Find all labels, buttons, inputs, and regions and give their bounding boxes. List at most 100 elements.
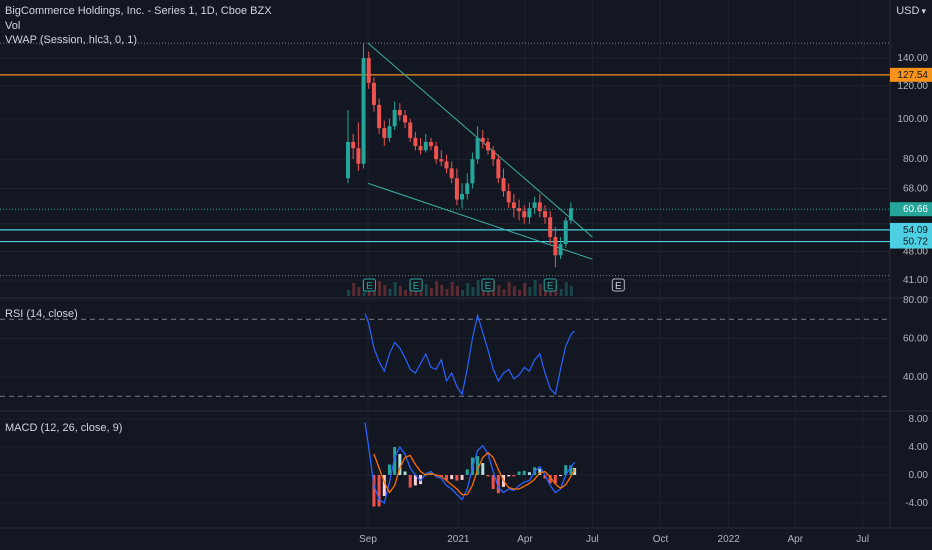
macd-histogram-bar — [507, 475, 511, 477]
price-tick-label: 41.00 — [903, 275, 928, 286]
volume-bar — [388, 289, 392, 296]
rsi-line — [364, 313, 576, 396]
earnings-marker — [481, 278, 495, 292]
volume-bar — [347, 290, 351, 296]
symbol-title[interactable]: BigCommerce Holdings, Inc. - Series 1, 1… — [5, 5, 272, 17]
macd-histogram-bar — [398, 454, 402, 475]
candle-body — [460, 193, 465, 200]
x-tick-label: 2022 — [718, 534, 741, 545]
candle-body — [553, 237, 558, 256]
volume-bar — [569, 286, 573, 296]
earnings-marker-label: E — [413, 281, 420, 292]
candle-body — [532, 202, 537, 209]
earnings-marker — [409, 278, 423, 292]
candle-body — [428, 141, 433, 147]
macd-histogram-bar — [382, 475, 386, 496]
macd-tick-label: 0.00 — [909, 470, 929, 481]
x-tick-label: Apr — [788, 534, 804, 545]
currency-selector[interactable]: USD ▾ — [896, 5, 926, 17]
volume-bar — [450, 282, 454, 296]
macd-histogram-bar — [460, 475, 464, 480]
price-tick-label: 80.00 — [903, 154, 928, 165]
earnings-marker — [611, 278, 625, 292]
volume-bar — [435, 281, 439, 296]
earnings-marker-label: E — [547, 281, 554, 292]
price-tick-label: 68.00 — [903, 184, 928, 195]
candle-body — [522, 211, 527, 218]
price-label-box — [890, 67, 932, 82]
candle-body — [392, 110, 397, 127]
candle-body — [465, 183, 470, 194]
rsi-legend[interactable]: RSI (14, close) — [5, 308, 78, 320]
volume-bar — [538, 284, 542, 296]
volume-bar — [518, 290, 522, 296]
vwap-legend[interactable]: VWAP (Session, hlc3, 0, 1) — [5, 34, 138, 46]
macd-tick-label: -4.00 — [905, 498, 928, 509]
candle-body — [511, 202, 516, 209]
candle-body — [371, 82, 376, 105]
trendline — [367, 42, 593, 238]
macd-histogram-bar — [496, 475, 500, 494]
rsi-tick-label: 40.00 — [903, 372, 928, 383]
macd-histogram-bar — [465, 469, 469, 475]
macd-tick-label: 8.00 — [909, 414, 929, 425]
candle-body — [542, 211, 547, 218]
macd-histogram-bar — [491, 475, 495, 489]
volume-legend[interactable]: Vol — [5, 20, 21, 32]
candle-body — [449, 168, 454, 179]
macd-histogram-bar — [486, 475, 490, 477]
macd-histogram-bar — [481, 463, 485, 475]
volume-bar — [429, 288, 433, 296]
macd-legend[interactable]: MACD (12, 26, close, 9) — [5, 422, 123, 434]
x-tick-label: Oct — [653, 534, 669, 545]
candle-body — [356, 148, 361, 164]
volume-bar — [533, 280, 537, 296]
candle-body — [496, 159, 501, 179]
chevron-down-icon: ▾ — [921, 5, 926, 16]
price-tick-label: 140.00 — [897, 53, 928, 64]
macd-histogram-bar — [393, 447, 397, 475]
macd-histogram-bar — [403, 471, 407, 475]
price-tick-label: 48.00 — [903, 247, 928, 258]
volume-bar — [502, 289, 506, 296]
macd-histogram-bar — [450, 475, 454, 480]
earnings-marker — [543, 278, 557, 292]
candle-body — [423, 141, 428, 151]
x-tick-label: Jul — [856, 534, 869, 545]
candle-body — [413, 137, 418, 147]
x-tick-label: Sep — [359, 534, 377, 545]
volume-bar — [383, 285, 387, 296]
candle-body — [434, 146, 439, 160]
volume-bar — [424, 284, 428, 296]
x-tick-label: Apr — [517, 534, 533, 545]
price-tick-label: 120.00 — [897, 81, 928, 92]
macd-tick-label: 4.00 — [909, 442, 929, 453]
candle-body — [361, 58, 366, 164]
candle-body — [470, 159, 475, 184]
macd-histogram-bar — [548, 475, 552, 484]
price-tick-label: 100.00 — [897, 114, 928, 125]
candle-body — [506, 191, 511, 203]
volume-bar — [404, 290, 408, 296]
macd-histogram-bar — [573, 468, 577, 475]
volume-bar — [528, 287, 532, 296]
candle-body — [568, 208, 573, 221]
candle-body — [366, 58, 371, 83]
currency-label: USD — [896, 5, 920, 17]
last-price-box — [890, 202, 932, 217]
volume-bar — [523, 283, 527, 296]
macd-histogram-bar — [517, 471, 521, 475]
price-label: 50.72 — [903, 237, 928, 248]
volume-bar — [393, 282, 397, 296]
macd-histogram-bar — [522, 470, 526, 475]
candle-body — [439, 159, 444, 162]
candle-body — [351, 141, 356, 149]
candle-body — [537, 202, 542, 212]
x-tick-label: Jul — [586, 534, 599, 545]
macd-signal-line — [373, 451, 576, 496]
x-tick-label: 2021 — [447, 534, 470, 545]
candle-body — [527, 208, 532, 218]
volume-bar — [378, 281, 382, 296]
